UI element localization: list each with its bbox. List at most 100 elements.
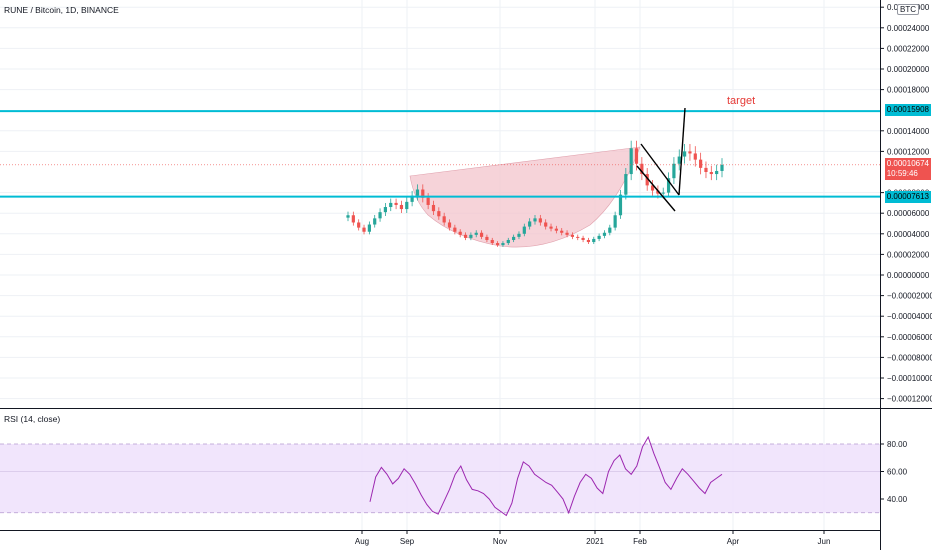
candle-body: [699, 159, 703, 168]
candle-body: [645, 174, 649, 186]
candle-body: [357, 222, 361, 228]
grid-lines: [0, 0, 880, 530]
time-tick-label: 2021: [586, 537, 604, 546]
candle-body: [463, 234, 468, 238]
rsi-axis[interactable]: 80.00 60.00 40.00: [880, 440, 908, 504]
candle-body: [656, 190, 660, 194]
candle-body: [666, 178, 671, 193]
candle-body: [474, 232, 478, 235]
last-price-value: 0.00010674: [886, 159, 929, 168]
candle-body: [544, 222, 548, 227]
rsi-tick-label: 40.00: [887, 495, 908, 504]
candle-body: [453, 227, 457, 232]
candle-body: [405, 201, 409, 210]
candle-body: [469, 234, 473, 238]
candle-body: [677, 156, 681, 164]
candle-body: [415, 189, 420, 196]
candle-body: [517, 233, 521, 237]
candle-body: [618, 194, 623, 216]
price-tick-label: −0.00006000: [887, 333, 932, 342]
candle-body: [501, 243, 505, 246]
price-tick-label: 0.00024000: [887, 24, 930, 33]
price-tick-label: 0.00018000: [887, 86, 930, 95]
flag-lower-line: [636, 165, 676, 212]
candle-body: [576, 236, 580, 238]
price-tick-label: 0.00004000: [887, 230, 930, 239]
candle-body: [613, 215, 617, 228]
price-candles: [346, 140, 724, 247]
price-tick-label: 0.00014000: [887, 127, 930, 136]
candle-body: [704, 167, 708, 172]
candle-body: [351, 215, 355, 223]
candle-body: [522, 226, 526, 234]
candle-body: [586, 239, 591, 243]
currency-label[interactable]: BTC: [897, 4, 919, 15]
time-axis[interactable]: Aug Sep Nov 2021 Feb Apr Jun: [355, 530, 831, 546]
candle-body: [426, 197, 430, 205]
candle-body: [362, 227, 366, 232]
candle-body: [640, 163, 644, 175]
candle-body: [485, 236, 489, 240]
candle-body: [554, 228, 558, 231]
price-tick-label: 0.00012000: [887, 147, 930, 156]
rsi-line: [369, 435, 723, 517]
candle-body: [608, 227, 612, 233]
candle-body: [683, 151, 687, 157]
flag-pattern: [636, 107, 686, 212]
candle-body: [437, 211, 441, 217]
price-tick-label: 0.00000000: [887, 271, 930, 280]
candle-body: [661, 192, 665, 194]
candle-body: [565, 232, 569, 235]
rsi-overbought-oversold-band: [0, 444, 880, 513]
candle-body: [447, 222, 452, 228]
price-axis[interactable]: 0.000260000.000240000.000220000.00020000…: [880, 3, 932, 404]
target-label: target: [727, 95, 756, 107]
time-tick-label: Aug: [355, 537, 369, 546]
candle-body: [570, 234, 574, 237]
price-tick-label: −0.00008000: [887, 353, 932, 362]
candle-body: [629, 148, 633, 175]
candle-body: [592, 238, 596, 243]
candle-body: [549, 226, 553, 229]
candle-body: [410, 195, 414, 202]
candle-body: [634, 148, 639, 164]
flag-upper-line: [640, 143, 680, 196]
lower-line-price-tag: 0.00007613: [884, 191, 931, 203]
flag-breakout-line: [678, 107, 686, 196]
candle-body: [458, 231, 462, 235]
candle-body: [597, 235, 601, 239]
rsi-tick-label: 60.00: [887, 468, 908, 477]
candle-body: [528, 221, 532, 227]
candle-body: [672, 163, 676, 179]
time-tick-label: Nov: [493, 537, 507, 546]
candle-body: [560, 230, 564, 233]
rsi-title[interactable]: RSI (14, close): [4, 414, 61, 424]
candle-body: [399, 204, 404, 210]
candle-body: [581, 237, 585, 240]
candle-body: [533, 218, 537, 222]
candle-body: [715, 170, 719, 175]
price-tick-label: 0.00020000: [887, 65, 930, 74]
price-tick-label: −0.00002000: [887, 292, 932, 301]
candle-body: [688, 151, 692, 154]
candle-body: [506, 239, 510, 244]
candle-body: [720, 164, 724, 171]
candle-body: [383, 207, 387, 213]
candle-body: [490, 239, 494, 244]
candle-body: [389, 202, 393, 208]
price-tick-label: −0.00012000: [887, 395, 932, 404]
candle-body: [496, 243, 500, 246]
candle-body: [367, 224, 371, 232]
candle-body: [602, 232, 607, 236]
candle-body: [346, 215, 350, 218]
candle-body: [431, 204, 436, 212]
candle-body: [538, 218, 542, 223]
candle-body: [512, 236, 516, 240]
price-tick-label: 0.00022000: [887, 44, 930, 53]
candle-body: [442, 216, 446, 223]
candle-body: [378, 212, 382, 219]
candle-body: [421, 189, 425, 198]
price-tick-label: 0.00002000: [887, 250, 930, 259]
symbol-title[interactable]: RUNE / Bitcoin, 1D, BINANCE: [4, 5, 119, 15]
